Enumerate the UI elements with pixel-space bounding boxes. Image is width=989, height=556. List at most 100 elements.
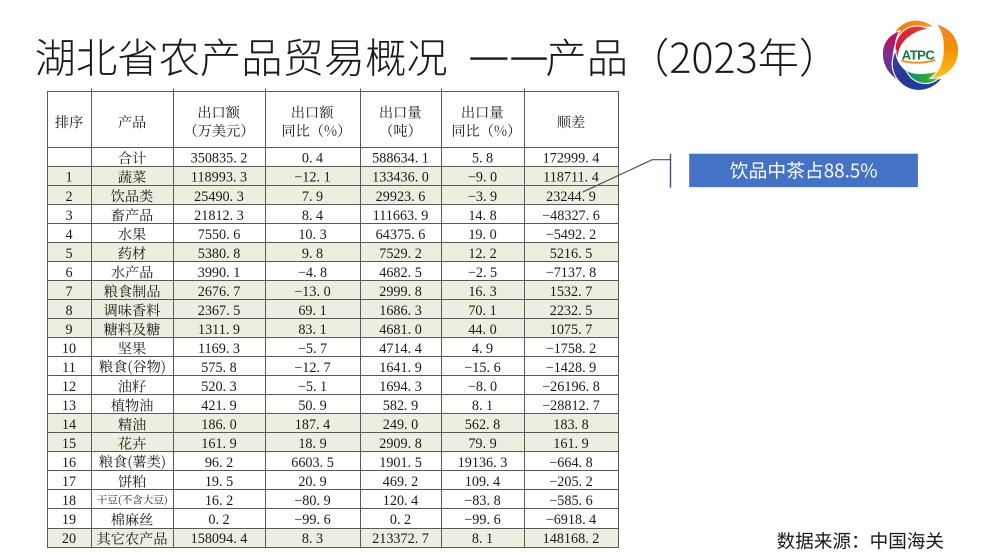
svg-text:2232. 5: 2232. 5 [550, 303, 593, 319]
svg-text:18: 18 [62, 493, 76, 509]
svg-text:3: 3 [65, 208, 72, 224]
svg-text:64375. 6: 64375. 6 [376, 227, 426, 243]
svg-text:−5. 1: −5. 1 [298, 379, 327, 395]
svg-text:249. 0: 249. 0 [383, 417, 418, 433]
svg-text:2: 2 [65, 189, 72, 205]
svg-text:1169. 3: 1169. 3 [198, 341, 240, 357]
svg-text:9. 8: 9. 8 [302, 246, 323, 262]
svg-text:213372. 7: 213372. 7 [372, 531, 429, 547]
svg-text:−585. 6: −585. 6 [549, 493, 592, 509]
svg-text:−9. 0: −9. 0 [468, 170, 497, 186]
svg-text:−12. 7: −12. 7 [294, 360, 330, 376]
svg-text:21812. 3: 21812. 3 [194, 208, 244, 224]
svg-text:111663. 9: 111663. 9 [373, 208, 429, 224]
svg-text:469. 2: 469. 2 [383, 474, 418, 490]
svg-text:9: 9 [65, 322, 72, 338]
svg-text:8: 8 [65, 303, 72, 319]
svg-text:1532. 7: 1532. 7 [550, 284, 593, 300]
svg-text:5. 8: 5. 8 [472, 151, 493, 167]
svg-text:16. 3: 16. 3 [468, 284, 496, 300]
svg-text:1075. 7: 1075. 7 [550, 322, 593, 338]
svg-text:−83. 8: −83. 8 [464, 493, 500, 509]
svg-text:19136. 3: 19136. 3 [458, 455, 508, 471]
svg-text:−1428. 9: −1428. 9 [546, 360, 597, 376]
svg-text:−6918. 4: −6918. 4 [546, 512, 597, 528]
svg-text:161. 9: 161. 9 [553, 436, 588, 452]
svg-text:19: 19 [62, 512, 76, 528]
svg-text:14. 8: 14. 8 [468, 208, 496, 224]
svg-text:5380. 8: 5380. 8 [198, 246, 241, 262]
svg-text:10: 10 [62, 341, 76, 357]
svg-text:421. 9: 421. 9 [201, 398, 236, 414]
svg-text:25490. 3: 25490. 3 [194, 189, 244, 205]
svg-text:18. 9: 18. 9 [298, 436, 326, 452]
svg-text:−8. 0: −8. 0 [468, 379, 497, 395]
svg-text:ATPC: ATPC [902, 47, 936, 62]
svg-text:120. 4: 120. 4 [383, 493, 418, 509]
svg-text:−3. 9: −3. 9 [468, 189, 497, 205]
svg-text:520. 3: 520. 3 [201, 379, 236, 395]
svg-text:19. 0: 19. 0 [468, 227, 496, 243]
svg-text:23244. 9: 23244. 9 [546, 189, 596, 205]
svg-text:79. 9: 79. 9 [468, 436, 496, 452]
svg-text:3990. 1: 3990. 1 [198, 265, 241, 281]
svg-text:4: 4 [65, 227, 72, 243]
svg-text:−15. 6: −15. 6 [464, 360, 500, 376]
svg-text:7: 7 [65, 284, 72, 300]
svg-text:4714. 4: 4714. 4 [379, 341, 422, 357]
svg-text:7. 9: 7. 9 [302, 189, 323, 205]
svg-text:133436. 0: 133436. 0 [372, 170, 429, 186]
svg-text:83. 1: 83. 1 [298, 322, 326, 338]
svg-text:0. 2: 0. 2 [208, 512, 229, 528]
svg-text:183. 8: 183. 8 [553, 417, 588, 433]
svg-text:118711. 4: 118711. 4 [543, 170, 599, 186]
svg-text:−5. 7: −5. 7 [298, 341, 327, 357]
svg-text:1694. 3: 1694. 3 [379, 379, 422, 395]
svg-text:−12. 1: −12. 1 [294, 170, 330, 186]
svg-text:44. 0: 44. 0 [468, 322, 496, 338]
svg-text:5: 5 [65, 246, 72, 262]
svg-text:7529. 2: 7529. 2 [379, 246, 422, 262]
svg-text:−28812. 7: −28812. 7 [542, 398, 600, 414]
svg-text:−2. 5: −2. 5 [468, 265, 497, 281]
svg-text:−26196. 8: −26196. 8 [542, 379, 600, 395]
svg-text:582. 9: 582. 9 [383, 398, 418, 414]
svg-text:2999. 8: 2999. 8 [379, 284, 422, 300]
svg-text:7550. 6: 7550. 6 [198, 227, 241, 243]
svg-text:10. 3: 10. 3 [298, 227, 326, 243]
svg-text:1901. 5: 1901. 5 [379, 455, 422, 471]
svg-text:70. 1: 70. 1 [468, 303, 496, 319]
svg-text:8. 3: 8. 3 [302, 531, 323, 547]
svg-text:−7137. 8: −7137. 8 [546, 265, 597, 281]
svg-text:19. 5: 19. 5 [205, 474, 233, 490]
svg-text:−664. 8: −664. 8 [549, 455, 592, 471]
svg-text:−4. 8: −4. 8 [298, 265, 327, 281]
svg-text:14: 14 [62, 417, 76, 433]
svg-text:12: 12 [62, 379, 76, 395]
svg-text:−13. 0: −13. 0 [294, 284, 330, 300]
svg-text:172999. 4: 172999. 4 [543, 151, 600, 167]
svg-text:−1758. 2: −1758. 2 [546, 341, 597, 357]
svg-text:158094. 4: 158094. 4 [191, 531, 248, 547]
svg-text:16. 2: 16. 2 [205, 493, 233, 509]
svg-text:350835. 2: 350835. 2 [191, 151, 248, 167]
svg-text:187. 4: 187. 4 [295, 417, 330, 433]
svg-text:−205. 2: −205. 2 [549, 474, 592, 490]
svg-text:109. 4: 109. 4 [465, 474, 500, 490]
svg-text:17: 17 [62, 474, 76, 490]
svg-text:562. 8: 562. 8 [465, 417, 500, 433]
svg-text:148168. 2: 148168. 2 [543, 531, 600, 547]
svg-text:4681. 0: 4681. 0 [379, 322, 422, 338]
svg-text:1686. 3: 1686. 3 [379, 303, 422, 319]
svg-text:1311. 9: 1311. 9 [198, 322, 240, 338]
svg-text:−99. 6: −99. 6 [464, 512, 500, 528]
svg-text:2909. 8: 2909. 8 [379, 436, 422, 452]
svg-text:12. 2: 12. 2 [468, 246, 496, 262]
svg-text:8. 1: 8. 1 [472, 531, 493, 547]
svg-text:2367. 5: 2367. 5 [198, 303, 241, 319]
svg-text:11: 11 [62, 360, 76, 376]
svg-text:4682. 5: 4682. 5 [379, 265, 422, 281]
svg-text:20: 20 [62, 531, 76, 547]
svg-text:0. 2: 0. 2 [390, 512, 411, 528]
svg-text:15: 15 [62, 436, 76, 452]
